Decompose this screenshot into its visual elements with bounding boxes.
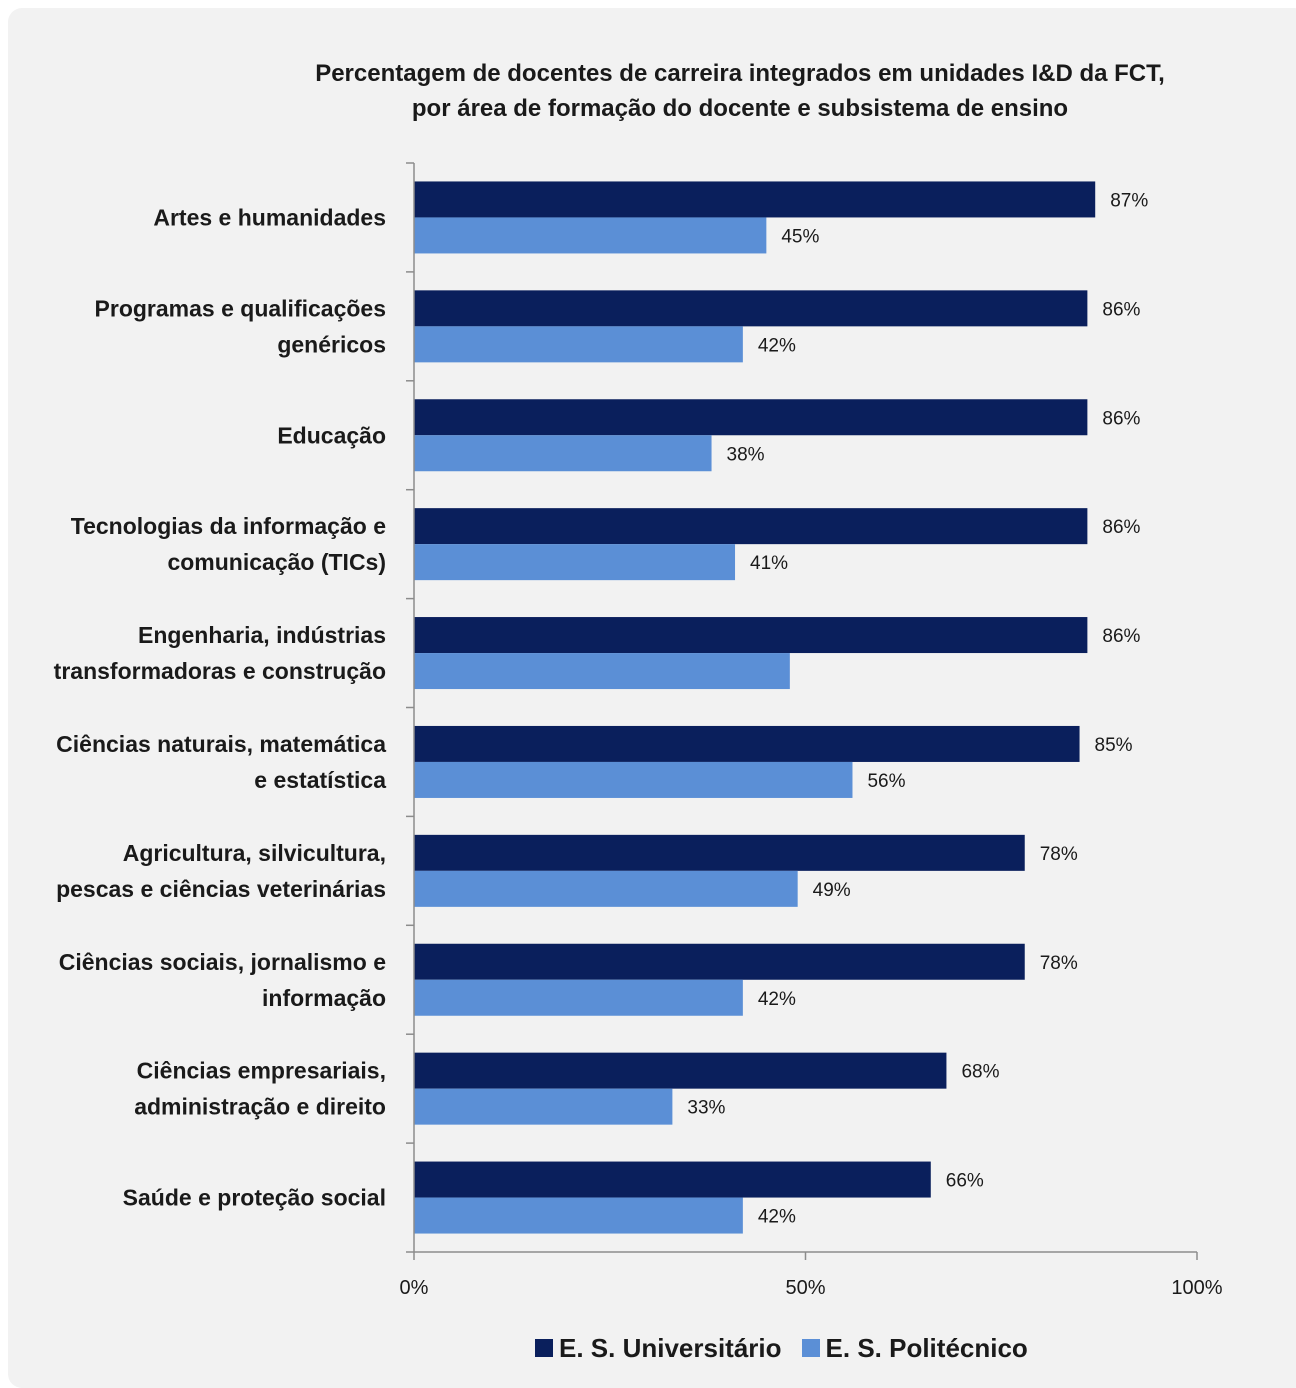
data-label-politecnico-2: 38%: [727, 444, 765, 465]
bar-universitario-6: [414, 834, 1025, 871]
chart-title-line-2: por área de formação do docente e subsis…: [411, 95, 1069, 122]
data-label-universitario-1: 86%: [1102, 299, 1140, 320]
data-label-politecnico-7: 42%: [758, 989, 796, 1010]
bar-politecnico-5: [414, 761, 853, 798]
bar-universitario-7: [414, 943, 1025, 980]
data-label-universitario-7: 78%: [1040, 953, 1078, 974]
category-label-8: Ciências empresariais, administração e di…: [134, 1058, 386, 1120]
category-label-5: Ciências naturais, matemática e estatísti…: [56, 731, 386, 793]
data-label-politecnico-6: 49%: [813, 880, 851, 901]
x-tick-label-0: 0%: [400, 1277, 429, 1299]
bar-universitario-3: [414, 508, 1088, 545]
legend-label-politecnico: E. S. Politécnico: [825, 1332, 1028, 1363]
data-label-politecnico-8: 33%: [687, 1098, 725, 1119]
bar-universitario-5: [414, 725, 1080, 762]
category-label-2: Educação: [277, 422, 386, 448]
legend-label-universitario: E. S. Universitário: [559, 1332, 782, 1363]
category-label-3: Tecnologias da informação e comunicação (…: [71, 513, 386, 575]
category-label-9: Saúde e proteção social: [123, 1185, 386, 1211]
data-label-universitario-4: 86%: [1102, 626, 1140, 647]
data-label-politecnico-5: 56%: [867, 771, 905, 792]
bar-politecnico-7: [414, 979, 743, 1016]
category-label-1: Programas e qualificações genéricos: [95, 295, 386, 357]
data-label-universitario-6: 78%: [1040, 844, 1078, 865]
bar-universitario-0: [414, 181, 1096, 218]
bar-politecnico-3: [414, 544, 736, 581]
bar-universitario-2: [414, 399, 1088, 436]
data-label-universitario-2: 86%: [1102, 408, 1140, 429]
chart-title: Percentagem de docentes de carreira inte…: [240, 56, 1240, 126]
x-tick-label-1: 50%: [785, 1277, 825, 1299]
bar-politecnico-2: [414, 435, 712, 472]
category-label-4: Engenharia, indústrias transformadoras e …: [54, 622, 386, 684]
data-label-universitario-0: 87%: [1110, 190, 1148, 211]
bar-universitario-8: [414, 1052, 947, 1089]
data-label-politecnico-9: 42%: [758, 1207, 796, 1228]
data-label-universitario-8: 68%: [961, 1062, 999, 1083]
bar-politecnico-8: [414, 1088, 673, 1125]
data-label-politecnico-0: 45%: [781, 226, 819, 247]
data-label-universitario-3: 86%: [1102, 517, 1140, 538]
legend-swatch-politecnico: [801, 1339, 820, 1357]
chart-title-line-1: Percentagem de docentes de carreira inte…: [315, 60, 1165, 87]
bar-politecnico-4: [414, 653, 790, 690]
category-label-0: Artes e humanidades: [153, 204, 386, 230]
data-label-universitario-9: 66%: [946, 1171, 984, 1192]
category-label-7: Ciências sociais, jornalismo e informação: [59, 949, 386, 1011]
legend-swatch-universitario: [535, 1339, 553, 1357]
bar-universitario-1: [414, 290, 1088, 327]
bar-universitario-9: [414, 1161, 931, 1198]
bar-politecnico-1: [414, 326, 743, 363]
bar-politecnico-9: [414, 1197, 743, 1234]
data-label-universitario-5: 85%: [1095, 735, 1133, 756]
bar-politecnico-0: [414, 217, 767, 254]
data-label-politecnico-1: 42%: [758, 335, 796, 356]
category-label-6: Agricultura, silvicultura, pescas e ciênc…: [56, 840, 386, 902]
bar-universitario-4: [414, 617, 1088, 654]
x-tick-label-2: 100%: [1171, 1277, 1222, 1299]
legend-item-universitario: E. S. Universitário: [535, 1333, 782, 1364]
data-label-politecnico-3: 41%: [750, 553, 788, 574]
legend: E. S. Universitário E. S. Politécnico: [535, 1328, 1028, 1368]
legend-item-politecnico: E. S. Politécnico: [801, 1332, 1028, 1364]
bar-politecnico-6: [414, 870, 798, 907]
